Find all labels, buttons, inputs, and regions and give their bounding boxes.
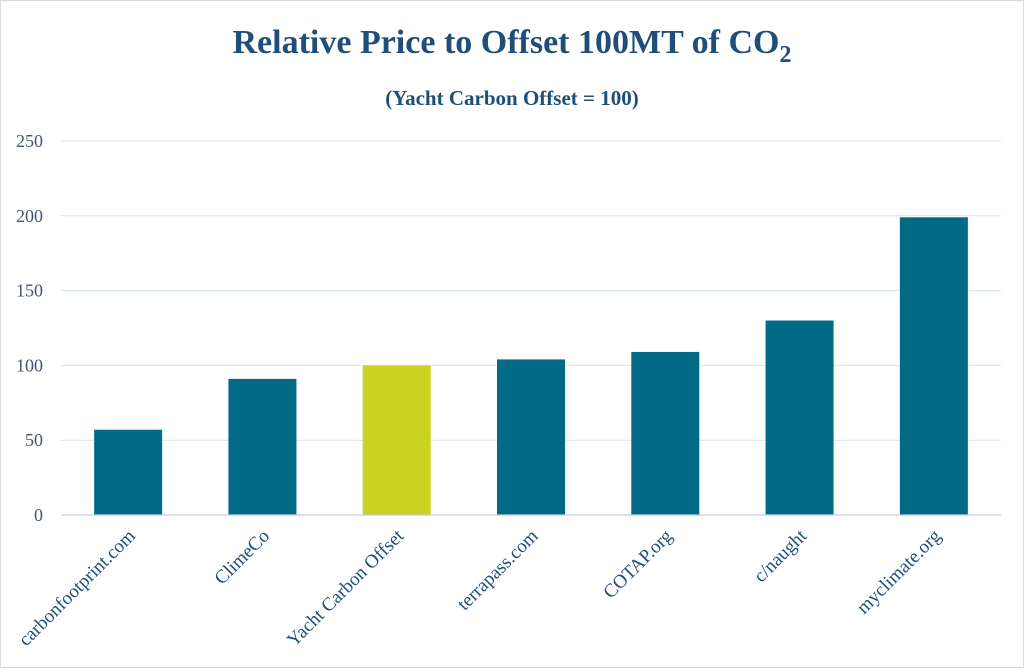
bar-cotap-org [631, 351, 700, 515]
x-category-label: ClimeCo [211, 526, 274, 589]
bar-myclimate-org [899, 217, 968, 515]
bar-c-naught [765, 320, 834, 515]
chart-title-subscript: 2 [779, 42, 791, 68]
x-category-label: terrapass.com [453, 526, 542, 615]
y-tick-label: 150 [16, 281, 43, 301]
y-tick-label: 100 [16, 355, 43, 375]
x-category-label: Yacht Carbon Offset [283, 525, 409, 651]
bar-carbonfootprint-com [94, 429, 163, 515]
bars [94, 217, 968, 515]
y-tick-label: 0 [34, 505, 43, 525]
x-axis-labels: carbonfootprint.com ClimeCo Yacht Carbon O… [15, 525, 946, 651]
x-category-label: carbonfootprint.com [15, 526, 140, 651]
gridlines [61, 140, 1001, 441]
y-tick-label: 200 [16, 206, 43, 226]
bar-climeco [228, 378, 297, 515]
bar-yacht-carbon-offset [362, 365, 431, 515]
x-category-label: c/naught [750, 525, 812, 587]
chart-title-main: Relative Price to Offset 100MT of CO [233, 24, 780, 61]
bar-terrapass-com [497, 359, 565, 515]
y-tick-label: 50 [25, 430, 43, 450]
chart-title: Relative Price to Offset 100MT of CO2 [233, 24, 792, 68]
y-tick-label: 250 [16, 131, 43, 151]
chart-subtitle: (Yacht Carbon Offset = 100) [385, 86, 638, 110]
y-axis-ticks: 0 50 100 150 200 250 [16, 131, 43, 525]
x-category-label: myclimate.org [853, 525, 946, 618]
x-category-label: COTAP.org [599, 525, 677, 603]
